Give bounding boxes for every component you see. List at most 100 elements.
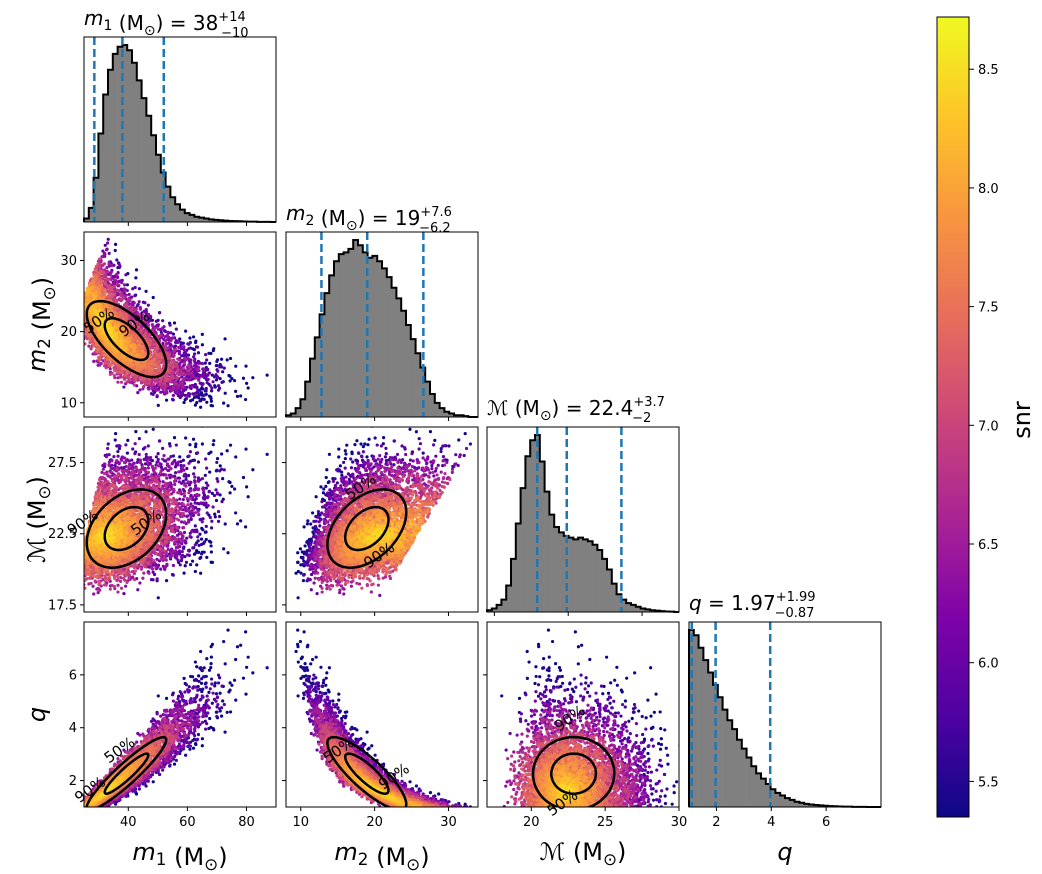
scatter-point	[223, 391, 227, 395]
title-symbol: m	[286, 201, 305, 225]
scatter-point	[196, 388, 200, 393]
scatter-point	[107, 262, 111, 266]
scatter-point	[203, 361, 207, 365]
histogram-bar	[194, 216, 200, 222]
scatter-point	[228, 379, 232, 383]
scatter-point	[150, 322, 155, 327]
histogram-bar	[804, 803, 810, 807]
scatter-point	[84, 342, 87, 346]
scatter-point	[191, 373, 195, 378]
histogram-outline	[285, 239, 478, 418]
scatter-point	[209, 399, 214, 403]
scatter-point	[216, 384, 221, 388]
scatter-point	[154, 380, 159, 384]
scatter-point	[120, 280, 124, 285]
scatter-point	[180, 354, 184, 358]
scatter-point	[178, 337, 182, 341]
title-minus: −0.87	[775, 606, 815, 621]
histogram-bar	[506, 585, 512, 612]
histogram-bar	[775, 792, 781, 807]
scatter-point	[222, 366, 226, 370]
scatter-point	[191, 335, 196, 339]
scatter-point	[140, 313, 145, 317]
scatter-point	[154, 352, 159, 357]
histogram-bar	[583, 539, 589, 612]
title-symbol: ℳ	[487, 396, 508, 420]
histogram-bar	[329, 275, 335, 417]
title-minus: −6.2	[419, 221, 451, 236]
scatter-point	[106, 237, 110, 241]
x-tick-label: 2	[712, 815, 720, 830]
scatter-point	[137, 300, 141, 304]
scatter-point	[139, 381, 144, 385]
scatter-point	[96, 348, 100, 352]
histogram-bar	[353, 240, 359, 417]
histogram-bar	[386, 277, 392, 417]
scatter-point	[175, 371, 179, 375]
histogram-bar	[290, 413, 296, 417]
scatter-point	[106, 344, 110, 349]
histogram-bar	[794, 801, 800, 807]
scatter-point	[97, 290, 101, 295]
scatter-point	[115, 298, 119, 302]
scatter-point	[171, 376, 175, 380]
title-symbol: m	[84, 6, 103, 30]
x-tick-label: 4	[767, 815, 775, 830]
scatter-point	[146, 303, 150, 307]
title-unit-close: )	[156, 11, 164, 35]
scatter-point	[147, 364, 151, 368]
panel-frame	[486, 426, 680, 613]
histogram-bar	[746, 757, 752, 807]
scatter-point	[171, 332, 176, 336]
scatter-point	[195, 401, 199, 405]
scatter-point	[239, 394, 243, 398]
histogram-bar	[84, 218, 90, 222]
histogram-bar	[213, 219, 219, 222]
scatter-point	[199, 397, 204, 401]
scatter-point	[119, 371, 123, 375]
scatter-point	[129, 308, 133, 312]
histogram-bar	[501, 599, 507, 612]
scatter-point	[112, 278, 117, 282]
scatter-point	[80, 308, 83, 311]
title-unit-close: )	[552, 396, 560, 420]
scatter-point	[78, 305, 81, 308]
scatter-point	[181, 341, 185, 345]
histogram-bar	[132, 62, 138, 223]
scatter-point	[78, 310, 81, 313]
scatter-point	[164, 398, 169, 402]
title-unit: (M	[314, 206, 345, 230]
scatter-point	[103, 361, 107, 365]
scatter-point	[187, 363, 191, 367]
title-plus: +14	[218, 10, 245, 25]
scatter-point	[189, 384, 194, 388]
scatter-point	[206, 373, 210, 377]
scatter-point	[208, 384, 212, 388]
scatter-point	[80, 308, 83, 311]
scatter-point	[205, 381, 209, 385]
histogram-panel-Mc: ℳ (M⊙) = 22.4+3.7 −2	[486, 395, 680, 613]
scatter-point	[182, 361, 186, 365]
scatter-point	[207, 351, 211, 355]
histogram-bar	[727, 720, 733, 807]
scatter-point	[223, 337, 227, 341]
scatter-point	[213, 385, 217, 389]
scatter-point	[177, 352, 181, 356]
histogram-bar	[425, 381, 431, 417]
scatter-point	[106, 241, 110, 245]
histogram-bar	[737, 739, 743, 807]
histogram-bar	[732, 729, 738, 807]
scatter-point	[192, 385, 197, 389]
scatter-point	[232, 379, 237, 383]
scatter-point	[184, 329, 188, 333]
scatter-point	[174, 364, 178, 369]
histogram-bar	[703, 660, 709, 807]
scatter-point	[76, 309, 79, 312]
histogram-bar	[756, 773, 762, 807]
histogram-panel-m1: m1 (M⊙) = 38+14 −10	[83, 6, 277, 223]
scatter-point	[79, 310, 82, 313]
title-median: = 1.97	[702, 591, 776, 615]
scatter-point	[200, 332, 204, 336]
histogram-bar	[103, 94, 109, 222]
scatter-point	[79, 309, 82, 312]
